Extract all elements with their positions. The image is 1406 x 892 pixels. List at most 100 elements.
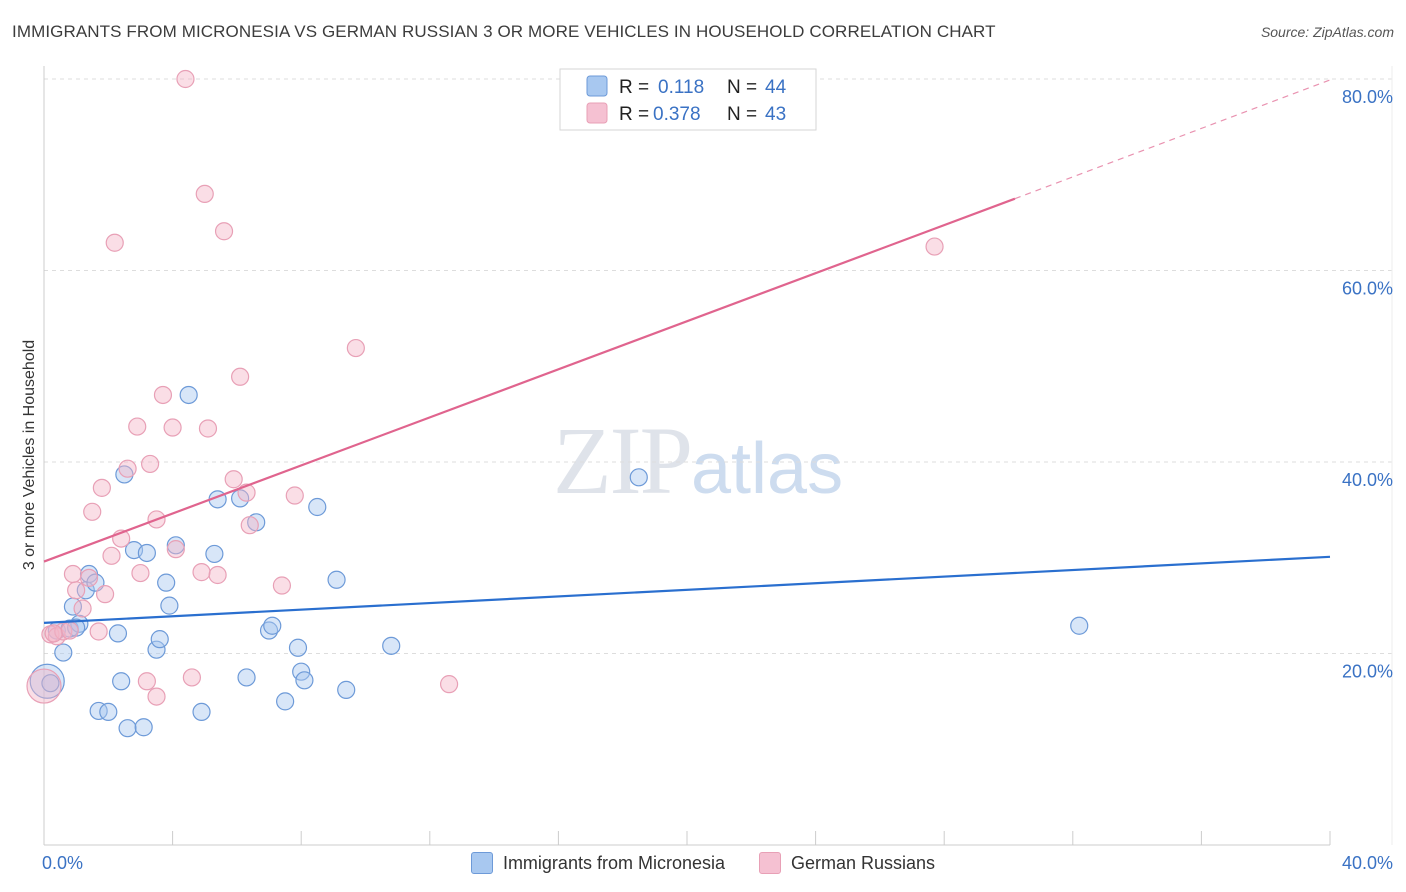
german-russians-point-18 <box>131 563 150 583</box>
legend-n-value-2: 43 <box>765 104 786 125</box>
y-tick-label-60: 60.0% <box>1342 279 1393 299</box>
german-russians-point-38 <box>285 486 304 505</box>
source-note: Source: ZipAtlas.com <box>1260 24 1394 40</box>
stats-legend: R = 0.118 N = 44 R = 0.378 N = 43 <box>559 68 817 131</box>
gridlines <box>44 78 1392 654</box>
german-russians-point-16 <box>118 459 137 478</box>
micronesia-point-2 <box>54 643 73 662</box>
x-tick-label-min: 0.0% <box>42 853 83 873</box>
german-russians-point-37 <box>272 576 292 595</box>
legend-r-value-2: 0.378 <box>653 104 701 125</box>
legend-swatch-micronesia <box>470 852 493 874</box>
legend-n-value-1: 44 <box>765 77 787 98</box>
german-russians-point-13 <box>102 546 121 565</box>
german-russians-point-8 <box>79 568 99 587</box>
micronesia-point-42 <box>41 674 60 693</box>
micronesia-point-9 <box>89 701 108 721</box>
micronesia-point-18 <box>147 640 166 659</box>
german-russians-point-11 <box>92 478 111 497</box>
trend-line-micronesia <box>43 555 1331 624</box>
micronesia-point-21 <box>160 596 179 615</box>
german-russians-point-24 <box>163 418 182 437</box>
y-tick-label-20: 20.0% <box>1342 662 1393 682</box>
micronesia-point-41 <box>1070 616 1089 635</box>
micronesia-point-33 <box>288 638 308 657</box>
german-russians-point-42 <box>44 624 63 643</box>
german-russians-point-21 <box>147 687 166 706</box>
german-russians-point-26 <box>176 69 195 89</box>
legend-item-micronesia: Immigrants from Micronesia <box>470 852 725 874</box>
german-russians-point-25 <box>166 540 185 559</box>
legend-label-micronesia: Immigrants from Micronesia <box>502 852 725 873</box>
german-russians-point-4 <box>60 621 79 640</box>
german-russians-point-12 <box>95 585 115 604</box>
watermark: ZIPatlas <box>553 405 843 516</box>
german-russians-point-20 <box>140 454 160 474</box>
tick-labels: 20.0% 40.0% 60.0% 80.0% 0.0% 40.0% <box>42 87 1393 873</box>
trend-line-german-russians-extension <box>1014 79 1331 200</box>
micronesia-point-13 <box>115 465 134 484</box>
y-tick-label-80: 80.0% <box>1342 87 1393 107</box>
chart-title: IMMIGRANTS FROM MICRONESIA VS GERMAN RUS… <box>12 22 996 41</box>
axes <box>43 66 1393 846</box>
german-russians-point-14 <box>105 233 124 252</box>
german-russians-point-27 <box>182 668 201 687</box>
german-russians-point-33 <box>224 470 243 489</box>
german-russians-point-10 <box>89 622 108 641</box>
legend-n-label-1: N = <box>727 77 757 98</box>
micronesia-point-10 <box>99 702 118 722</box>
german-russians-point-28 <box>192 563 211 582</box>
german-russians-point-30 <box>198 419 218 438</box>
micronesia-point-37 <box>327 570 346 589</box>
micronesia-point-22 <box>166 536 185 555</box>
legend-swatch-german-russians <box>758 852 781 874</box>
german-russians-point-39 <box>346 338 365 358</box>
german-russians-point-23 <box>153 385 173 405</box>
micronesia-point-40 <box>629 468 648 487</box>
micronesia-point-36 <box>308 497 327 517</box>
watermark-zip: ZIP <box>553 407 693 514</box>
micronesia-point-11 <box>108 624 128 643</box>
legend-r-label-2: R = <box>619 104 649 125</box>
legend-r-label-1: R = <box>619 77 649 98</box>
series-micronesia-points <box>29 385 1089 738</box>
legend-label-german-russians: German Russians <box>790 852 936 873</box>
german-russians-point-9 <box>83 502 102 521</box>
micronesia-point-38 <box>337 680 356 699</box>
micronesia-point-24 <box>192 702 211 722</box>
german-russians-point-41 <box>925 237 944 256</box>
german-russians-point-29 <box>195 184 214 203</box>
micronesia-point-27 <box>237 668 256 687</box>
legend-swatch-blue <box>586 75 608 97</box>
y-tick-label-40: 40.0% <box>1342 470 1393 490</box>
series-legend: Immigrants from Micronesia German Russia… <box>0 852 1406 874</box>
series-german-russians-points <box>26 69 944 706</box>
micronesia-point-39 <box>382 636 401 655</box>
x-tick-label-max: 40.0% <box>1342 853 1393 873</box>
micronesia-point-31 <box>263 616 282 635</box>
legend-swatch-pink <box>586 102 608 124</box>
german-russians-point-32 <box>214 222 234 241</box>
micronesia-point-32 <box>276 692 295 711</box>
trend-lines <box>43 79 1331 624</box>
german-russians-point-31 <box>208 565 227 585</box>
watermark-atlas: atlas <box>691 429 844 509</box>
micronesia-point-19 <box>150 630 169 649</box>
german-russians-point-0 <box>26 668 62 704</box>
german-russians-point-5 <box>63 564 83 584</box>
micronesia-point-23 <box>179 385 198 405</box>
legend-n-label-2: N = <box>727 104 757 125</box>
german-russians-point-40 <box>439 675 459 694</box>
german-russians-point-34 <box>231 367 250 386</box>
trend-line-german-russians <box>43 197 1016 563</box>
micronesia-point-35 <box>295 671 314 690</box>
micronesia-point-12 <box>112 672 131 691</box>
german-russians-point-7 <box>73 599 92 618</box>
micronesia-point-20 <box>157 573 176 592</box>
german-russians-point-19 <box>137 672 156 691</box>
german-russians-point-36 <box>240 516 259 535</box>
micronesia-point-25 <box>205 544 224 564</box>
micronesia-point-16 <box>134 718 153 737</box>
micronesia-point-17 <box>137 543 156 563</box>
